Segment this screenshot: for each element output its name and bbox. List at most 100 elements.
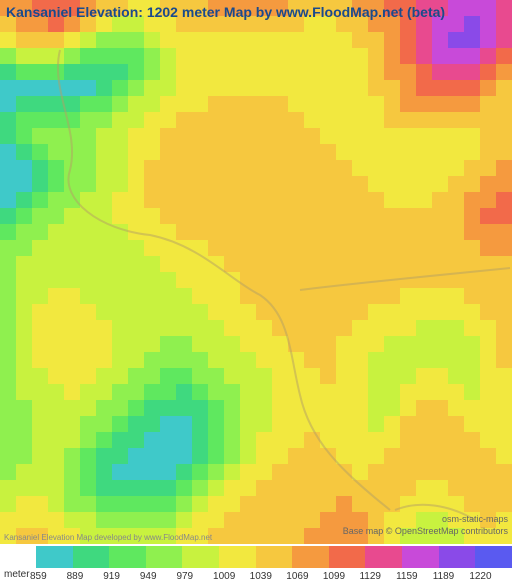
elevation-cell [272,240,288,256]
elevation-cell [320,464,336,480]
elevation-cell [336,400,352,416]
elevation-cell [368,128,384,144]
elevation-cell [192,48,208,64]
elevation-cell [352,144,368,160]
elevation-cell [192,208,208,224]
elevation-cell [464,48,480,64]
elevation-cell [192,480,208,496]
elevation-cell [128,304,144,320]
legend-swatch: 1069 [292,546,329,568]
elevation-cell [304,320,320,336]
elevation-cell [32,208,48,224]
elevation-cell [416,400,432,416]
elevation-cell [368,416,384,432]
elevation-cell [368,48,384,64]
elevation-cell [48,336,64,352]
elevation-cell [432,128,448,144]
elevation-cell [64,304,80,320]
elevation-cell [112,112,128,128]
elevation-cell [32,400,48,416]
legend-swatch: 1159 [402,546,439,568]
elevation-cell [208,48,224,64]
elevation-cell [64,272,80,288]
elevation-cell [112,304,128,320]
elevation-cell [288,208,304,224]
legend-value: 889 [67,571,84,582]
elevation-cell [256,272,272,288]
elevation-cell [96,48,112,64]
title-location: Kansaniel [6,4,72,20]
elevation-cell [448,320,464,336]
elevation-cell [496,256,512,272]
elevation-cell [0,288,16,304]
title-beta: (beta) [407,4,445,20]
elevation-cell [288,288,304,304]
elevation-cell [368,96,384,112]
elevation-cell [160,64,176,80]
elevation-cell [496,304,512,320]
elevation-cell [128,80,144,96]
elevation-cell [48,288,64,304]
elevation-cell [112,416,128,432]
elevation-cell [288,192,304,208]
elevation-cell [288,256,304,272]
elevation-cell [320,336,336,352]
elevation-cell [176,80,192,96]
elevation-cell [208,496,224,512]
elevation-cell [64,288,80,304]
elevation-cell [464,256,480,272]
elevation-cell [272,144,288,160]
elevation-cell [144,176,160,192]
elevation-cell [368,192,384,208]
elevation-cell [400,464,416,480]
elevation-cell [496,16,512,32]
elevation-cell [432,368,448,384]
elevation-cell [112,208,128,224]
elevation-cell [224,224,240,240]
elevation-cell [416,480,432,496]
elevation-cell [112,352,128,368]
elevation-cell [304,288,320,304]
elevation-cell [240,512,256,528]
elevation-cell [48,272,64,288]
elevation-cell [288,224,304,240]
elevation-cell [160,208,176,224]
elevation-cell [96,448,112,464]
elevation-cell [0,512,16,528]
elevation-cell [496,48,512,64]
elevation-cell [160,320,176,336]
elevation-cell [96,96,112,112]
legend-swatch: 1129 [365,546,402,568]
elevation-cell [144,144,160,160]
elevation-cell [288,480,304,496]
elevation-cell [224,400,240,416]
elevation-cell [384,288,400,304]
elevation-cell [192,192,208,208]
elevation-cell [352,416,368,432]
elevation-cell [432,384,448,400]
elevation-cell [304,528,320,544]
elevation-cell [128,112,144,128]
elevation-cell [496,176,512,192]
elevation-cell [16,144,32,160]
elevation-cell [224,240,240,256]
elevation-cell [416,64,432,80]
elevation-cell [288,416,304,432]
elevation-cell [432,112,448,128]
elevation-cell [384,80,400,96]
elevation-cell [432,448,448,464]
elevation-cell [320,288,336,304]
elevation-cell [0,432,16,448]
elevation-cell [48,32,64,48]
elevation-cell [144,192,160,208]
elevation-cell [192,400,208,416]
legend-swatch: 1039 [256,546,293,568]
legend-value: 859 [30,571,47,582]
elevation-cell [320,496,336,512]
elevation-cell [496,400,512,416]
elevation-cell [208,208,224,224]
elevation-cell [368,464,384,480]
elevation-cell [32,160,48,176]
elevation-cell [160,496,176,512]
elevation-cell [240,128,256,144]
